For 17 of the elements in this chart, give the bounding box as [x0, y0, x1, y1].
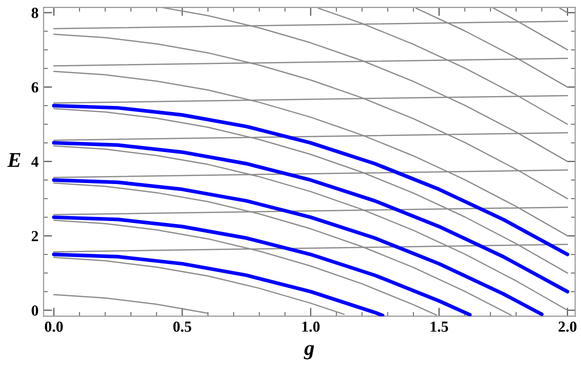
line-series	[52, 252, 384, 316]
line-series	[53, 70, 568, 236]
y-tick-label: 2	[32, 231, 38, 242]
y-axis-title: E	[7, 153, 20, 167]
x-axis-title: g	[304, 345, 314, 360]
x-tick-label: 0.5	[173, 322, 192, 332]
x-tick-label: 0.0	[44, 322, 63, 332]
line-series	[53, 294, 209, 314]
y-tick-label: 0	[32, 305, 38, 316]
line-series	[53, 256, 345, 315]
x-tick-label: 1.5	[430, 322, 448, 332]
y-tick-label: 8	[32, 8, 38, 18]
y-tick-label: 6	[32, 82, 38, 92]
x-tick-label: 1.0	[302, 322, 320, 332]
y-tick-label: 4	[31, 156, 38, 167]
x-tick-label: 2.0	[558, 322, 576, 332]
line-series	[53, 34, 568, 200]
